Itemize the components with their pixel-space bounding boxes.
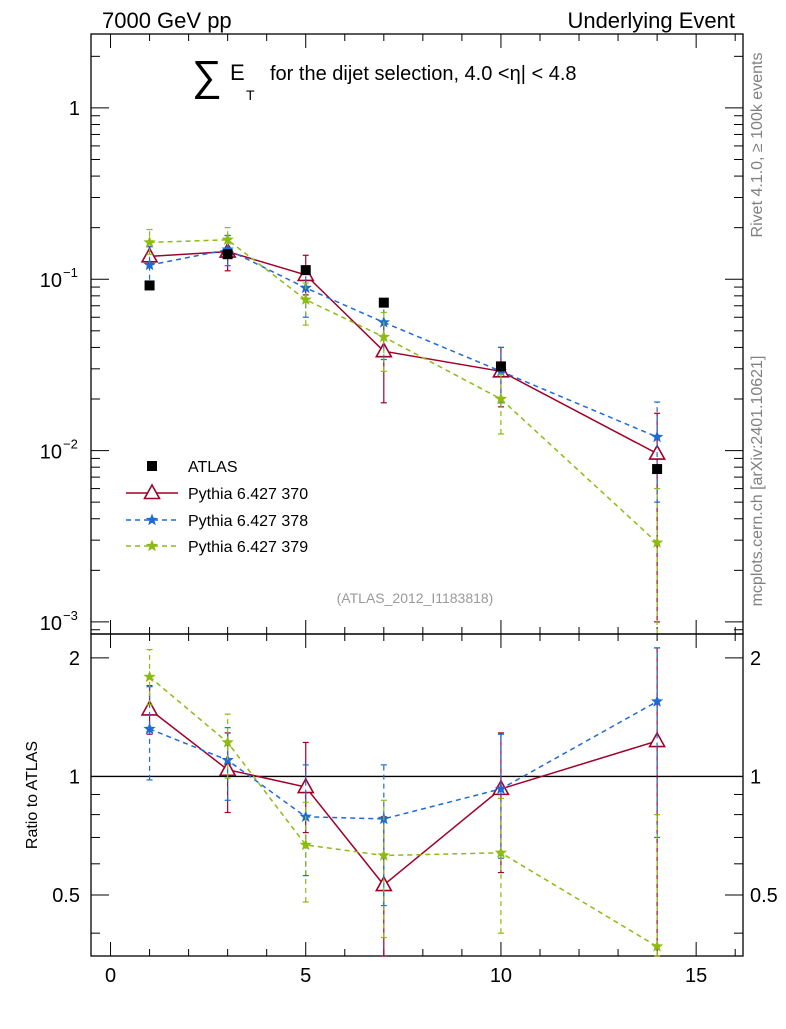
xtick-label: 15 [685, 965, 707, 987]
xtick-label: 5 [300, 965, 311, 987]
series-line [149, 700, 658, 820]
legend-marker [145, 539, 159, 552]
data-point [143, 722, 156, 735]
ratio-frame [90, 633, 744, 957]
series-line [149, 708, 658, 887]
main-ytick-exponent: −3 [63, 608, 78, 623]
ratio-ytick-label: 1 [69, 766, 80, 788]
title-e: E [230, 60, 245, 85]
legend-item: ATLAS [147, 459, 238, 476]
data-point [650, 430, 664, 443]
data-point [377, 330, 390, 343]
main-ytick-exponent: −2 [63, 437, 78, 452]
data-point [300, 265, 311, 276]
data-point [222, 249, 233, 260]
legend-label: ATLAS [188, 459, 238, 476]
data-point [221, 233, 234, 245]
data-point [494, 846, 508, 858]
legend-label: Pythia 6.427 379 [188, 539, 308, 556]
ratio-series-pythia-6-427-378 [143, 647, 664, 907]
legend-item: Pythia 6.427 379 [126, 539, 308, 556]
legend-marker [143, 483, 161, 500]
plot-title: ∑ E T for the dijet selection, 4.0 <η| <… [192, 52, 577, 103]
data-point [143, 258, 156, 271]
data-point [299, 293, 312, 305]
title-t: T [246, 87, 255, 103]
legend-marker [145, 513, 159, 526]
data-point [652, 464, 663, 475]
series-line [149, 676, 658, 948]
data-point [143, 235, 156, 248]
legend-label: Pythia 6.427 370 [188, 486, 308, 503]
legend-item: Pythia 6.427 370 [126, 483, 308, 503]
main-ytick-label: 1 [69, 98, 80, 120]
legend: ATLAS Pythia 6.427 370 Pythia 6.427 378 Pyt… [126, 459, 308, 556]
side-rivet: Rivet 4.1.0, ≥ 100k events [749, 53, 766, 238]
ratio-ytick-label-right: 2 [750, 648, 761, 670]
data-point [144, 280, 155, 291]
xtick-label: 10 [490, 965, 512, 987]
data-point [650, 940, 664, 952]
series-pythia-6-427-370 [140, 234, 666, 623]
ratio-ylabel: Ratio to ATLAS [24, 741, 41, 849]
main-plot: 110−110−210−3 [40, 33, 744, 635]
data-point [221, 735, 234, 748]
series-line [149, 248, 658, 438]
series-line [149, 250, 658, 455]
ratio-ytick-label: 0.5 [52, 885, 80, 907]
title-sigma: ∑ [192, 52, 222, 99]
legend-label: Pythia 6.427 378 [188, 513, 308, 530]
data-point [494, 392, 508, 405]
ratio-ytick-label-right: 0.5 [750, 885, 778, 907]
data-point [495, 361, 506, 372]
main-ytick-label: 10 [40, 442, 62, 464]
data-point [650, 695, 664, 707]
main-ytick-exponent: −1 [63, 265, 78, 280]
ratio-ytick-label: 2 [69, 648, 80, 670]
data-point [299, 838, 312, 851]
data-point [494, 782, 508, 795]
watermark: (ATLAS_2012_I1183818) [337, 590, 494, 606]
xtick-label: 0 [105, 965, 116, 987]
data-point [143, 670, 156, 683]
ratio-series-pythia-6-427-370 [140, 647, 666, 957]
legend-item: Pythia 6.427 378 [126, 513, 308, 530]
ratio-ytick-label-right: 1 [750, 766, 761, 788]
ratio-series-pythia-6-427-379 [143, 648, 664, 957]
data-point [378, 297, 389, 308]
main-ytick-label: 10 [40, 270, 62, 292]
series-atlas [144, 249, 663, 475]
series-line [149, 239, 658, 544]
data-point [650, 536, 664, 548]
header-left: 7000 GeV pp [102, 8, 232, 33]
data-point [221, 243, 234, 255]
ratio-plot: 2 2 1 1 0.5 0.5 0 5 10 15 [52, 633, 778, 987]
header-right: Underlying Event [567, 8, 735, 33]
side-mcplots: mcplots.cern.ch [arXiv:2401.10621] [749, 356, 766, 607]
title-text: for the dijet selection, 4.0 <η| < 4.8 [270, 63, 577, 85]
series-pythia-6-427-379 [143, 227, 664, 635]
legend-marker [147, 461, 157, 471]
main-ytick-label: 10 [40, 613, 62, 635]
data-point [377, 849, 390, 861]
